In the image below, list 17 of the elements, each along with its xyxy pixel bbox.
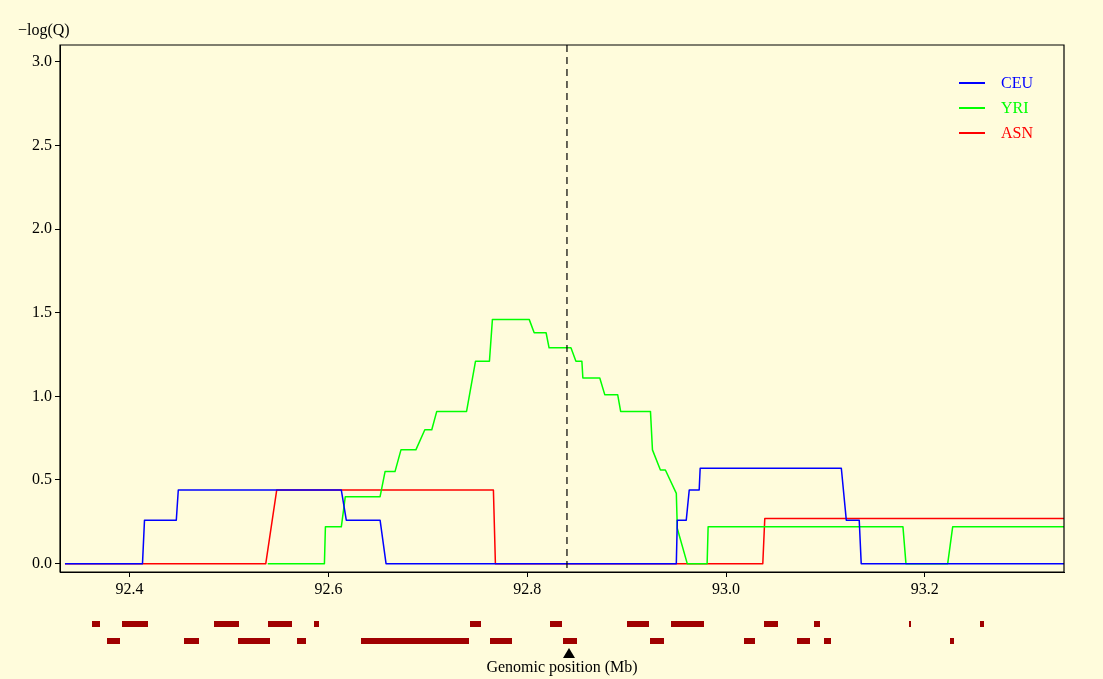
x-tick-label: 92.6 <box>314 579 343 597</box>
y-tick-label: 0.5 <box>32 470 52 488</box>
x-tick-label: 92.4 <box>115 579 144 597</box>
y-tick-label: 0.0 <box>32 553 52 571</box>
y-axis-title: −log(Q) <box>18 21 70 40</box>
y-tick-label: 2.5 <box>32 135 52 153</box>
legend-label: ASN <box>1000 123 1033 143</box>
x-axis-title: Genomic position (Mb) <box>486 657 638 676</box>
legend-label: YRI <box>1000 98 1029 118</box>
y-tick-label: 1.0 <box>32 386 52 404</box>
legend-label: CEU <box>1000 73 1033 93</box>
y-tick-label: 3.0 <box>32 51 52 69</box>
x-tick-label: 93.0 <box>712 579 741 597</box>
y-tick-label: 2.0 <box>32 219 52 237</box>
x-tick-label: 93.2 <box>910 579 939 597</box>
y-tick-label: 1.5 <box>32 302 52 320</box>
x-tick-label: 92.8 <box>513 579 542 597</box>
